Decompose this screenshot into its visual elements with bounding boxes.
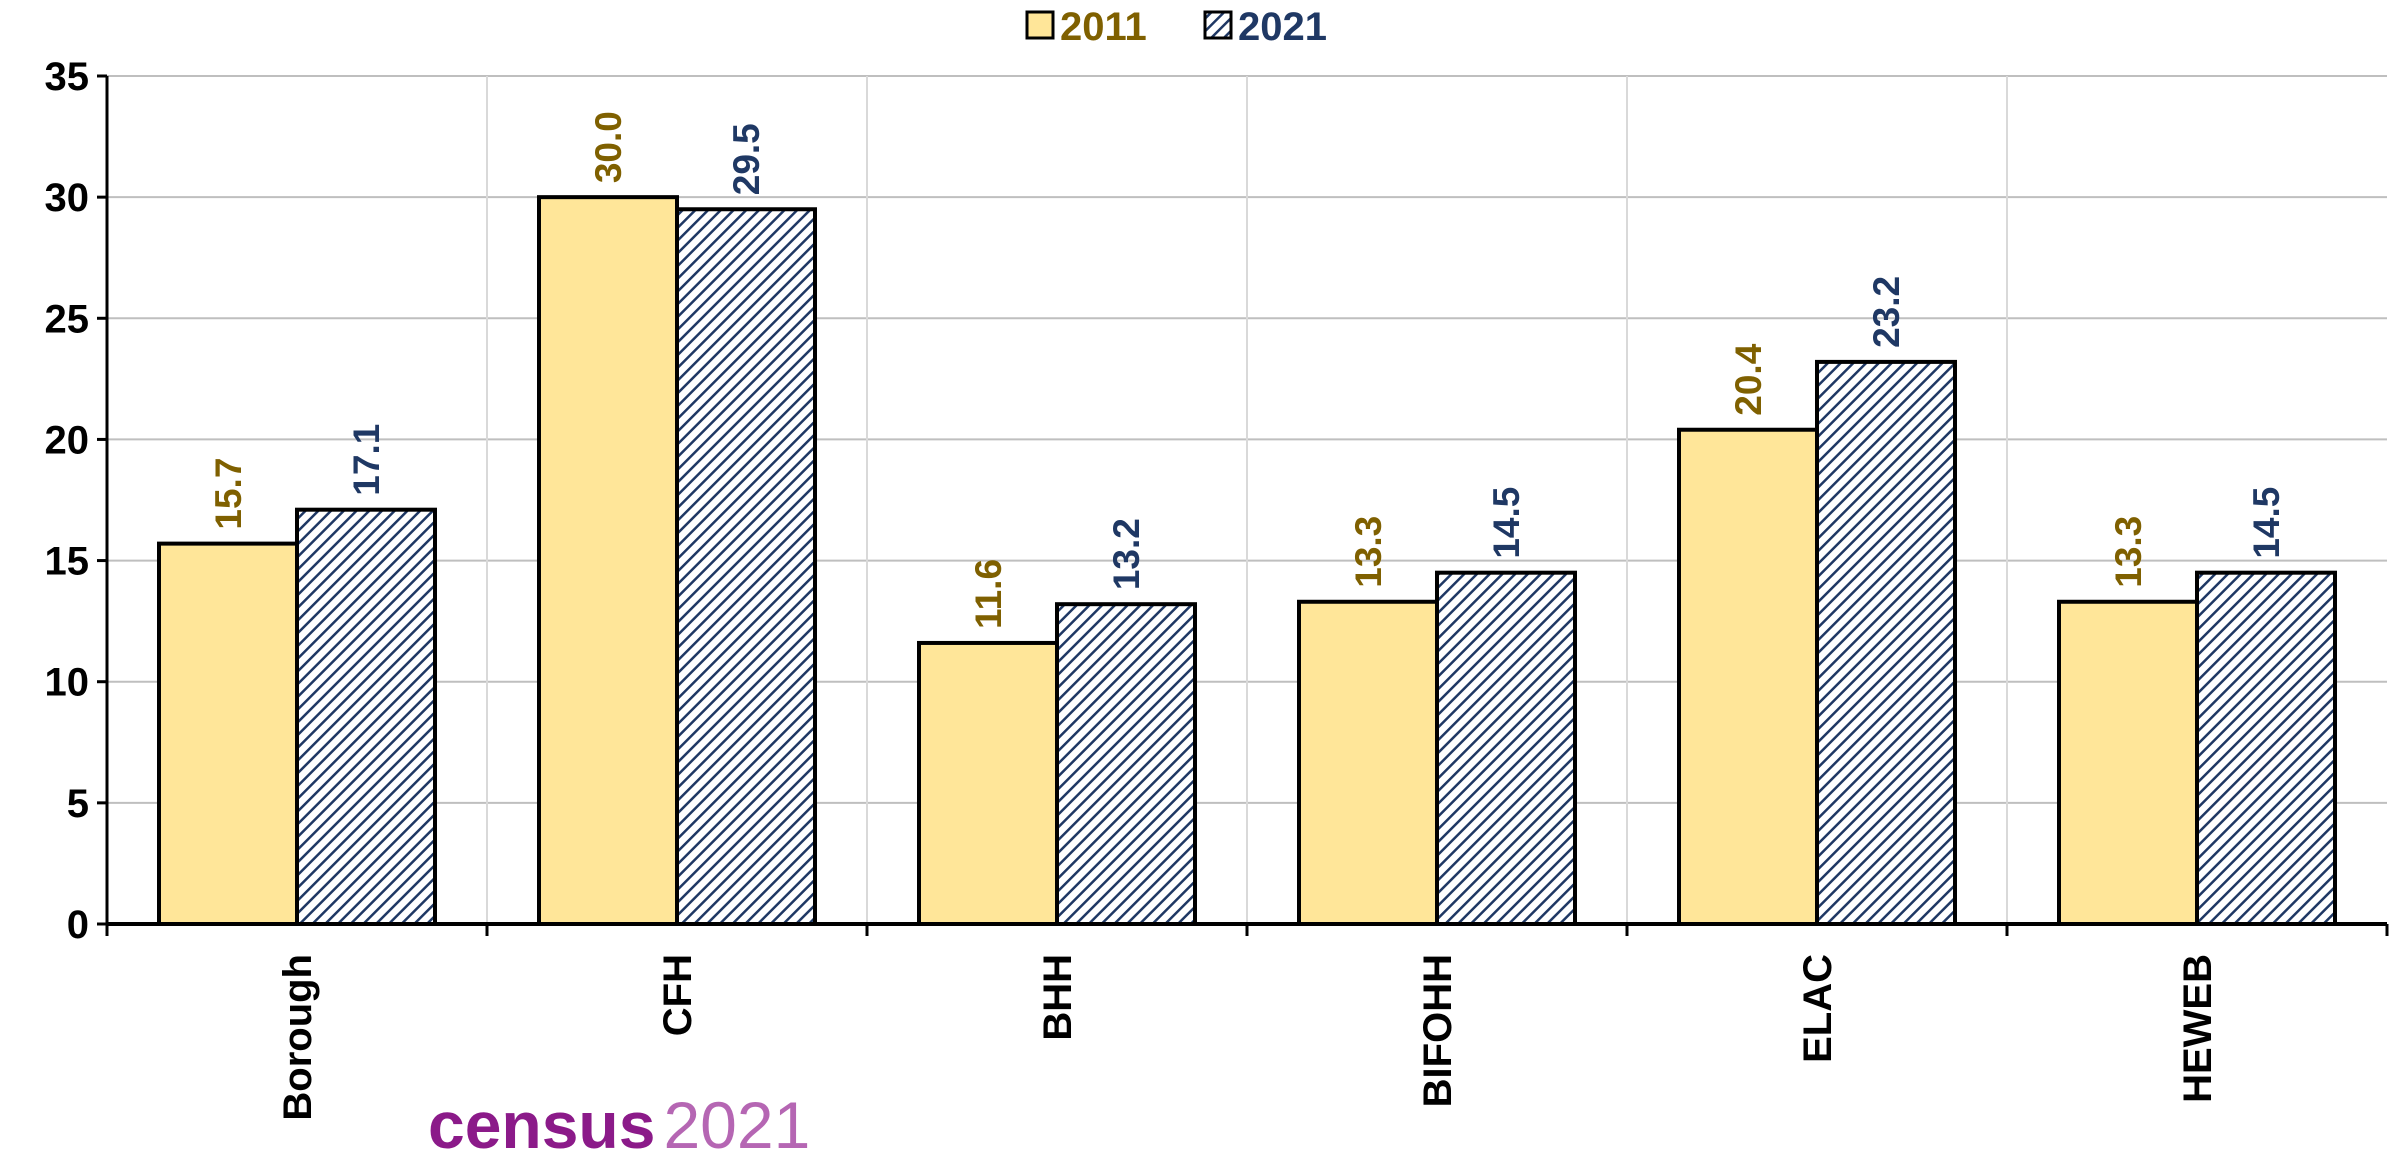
bar [1055, 602, 1197, 926]
logo: census 2021 [428, 1088, 810, 1157]
bar [2195, 570, 2337, 927]
data-label: 15.7 [208, 458, 249, 530]
legend-swatch [1203, 10, 1233, 40]
bar [295, 507, 437, 926]
legend-label: 2011 [1060, 5, 1147, 49]
bar [157, 541, 299, 927]
bar [2057, 599, 2199, 926]
x-tick-label: BIFOHH [1416, 954, 1460, 1107]
bar [1677, 427, 1819, 926]
y-tick-label: 5 [67, 782, 89, 826]
bar [1297, 599, 1439, 926]
y-tick-label: 30 [45, 176, 90, 220]
data-label: 29.5 [726, 123, 767, 195]
data-label: 14.5 [1486, 487, 1527, 559]
logo-word: census [428, 1088, 655, 1157]
bar [1815, 359, 1957, 926]
bar [537, 195, 679, 926]
x-tick-label: HEWEB [2176, 954, 2220, 1103]
data-label: 13.3 [2108, 516, 2149, 588]
y-tick-label: 25 [45, 297, 90, 341]
y-tick-label: 35 [45, 55, 90, 99]
y-tick-label: 20 [45, 418, 90, 462]
x-tick-label: Borough [276, 954, 320, 1121]
bar [917, 640, 1059, 926]
data-label: 17.1 [346, 424, 387, 496]
data-label: 13.3 [1348, 516, 1389, 588]
data-label: 20.4 [1728, 343, 1769, 415]
data-label: 23.2 [1866, 276, 1907, 348]
legend-label: 2021 [1238, 5, 1327, 49]
bar [1435, 570, 1577, 927]
y-tick-label: 15 [45, 540, 90, 584]
data-label: 30.0 [588, 111, 629, 183]
y-tick-label: 10 [45, 661, 90, 705]
legend-swatch [1025, 10, 1055, 40]
logo-year: 2021 [663, 1088, 810, 1157]
data-label: 11.6 [968, 559, 1009, 629]
x-tick-label: BHH [1036, 954, 1080, 1041]
data-label: 13.2 [1106, 518, 1147, 590]
y-tick-label: 0 [67, 903, 89, 947]
x-tick-label: ELAC [1796, 954, 1840, 1063]
x-tick-label: CFH [656, 954, 700, 1036]
data-label: 14.5 [2246, 487, 2287, 559]
bar [675, 207, 817, 926]
